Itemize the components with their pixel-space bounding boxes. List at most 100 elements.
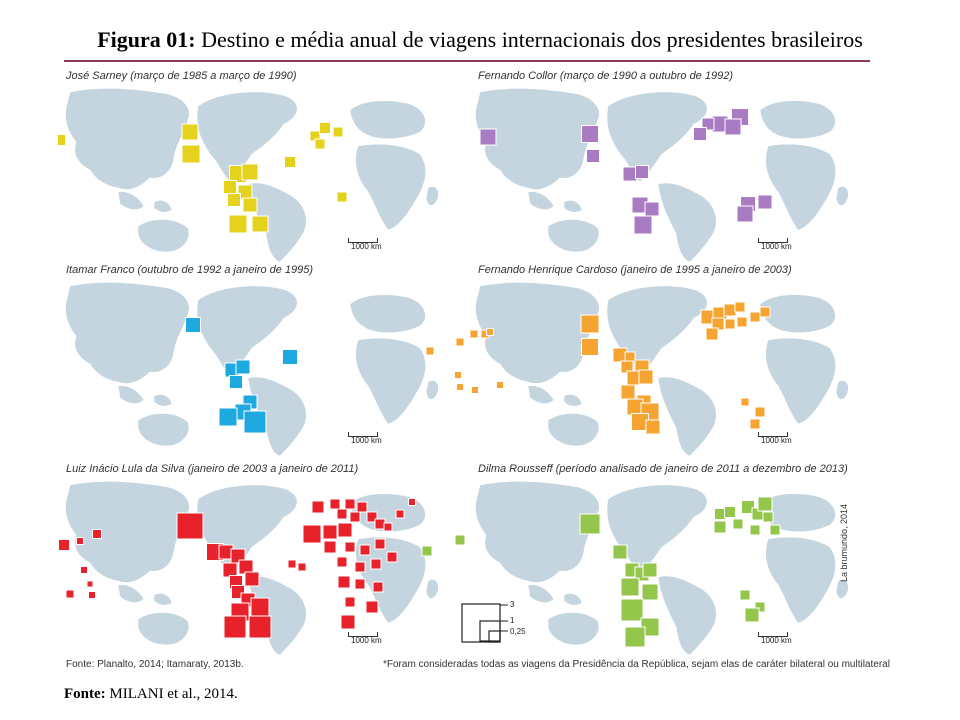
destination-marker bbox=[80, 566, 88, 574]
destination-marker bbox=[336, 508, 348, 520]
destination-marker bbox=[229, 375, 243, 389]
destination-marker bbox=[633, 215, 653, 235]
destination-marker bbox=[344, 541, 356, 553]
destination-marker bbox=[322, 524, 338, 540]
destination-marker bbox=[354, 561, 366, 573]
fonte-citation: Fonte: MILANI et al., 2014. bbox=[64, 686, 238, 703]
destination-marker bbox=[479, 128, 497, 146]
destination-marker bbox=[282, 349, 298, 365]
fonte-prefix: Fonte: bbox=[64, 686, 106, 702]
figure-title-text: Destino e média anual de viagens interna… bbox=[195, 27, 863, 52]
destination-marker bbox=[714, 508, 726, 520]
destination-marker bbox=[624, 626, 646, 648]
scale-label-fhc: 1000 km bbox=[761, 436, 792, 445]
destination-marker bbox=[496, 381, 504, 389]
destination-marker bbox=[454, 534, 466, 546]
destination-marker bbox=[769, 524, 781, 536]
map-panels: José Sarney (março de 1985 a março de 19… bbox=[58, 62, 890, 672]
destination-marker bbox=[241, 163, 259, 181]
destination-marker bbox=[284, 156, 296, 168]
destination-marker bbox=[223, 180, 237, 194]
destination-marker bbox=[176, 512, 204, 540]
destination-marker bbox=[58, 134, 66, 146]
destination-marker bbox=[757, 496, 773, 512]
scale-bar-collor bbox=[758, 238, 788, 243]
panel-note: *Foram consideradas todas as viagens da … bbox=[383, 659, 890, 670]
destination-marker bbox=[336, 191, 348, 203]
title-rule bbox=[64, 60, 870, 62]
destination-marker bbox=[421, 545, 433, 557]
destination-marker bbox=[337, 575, 351, 589]
scale-bar-itamar bbox=[348, 432, 378, 437]
destination-marker bbox=[349, 511, 361, 523]
legend-label-025: 0,25 bbox=[510, 627, 526, 636]
destination-marker bbox=[724, 318, 736, 330]
destination-marker bbox=[580, 314, 600, 334]
destination-marker bbox=[336, 556, 348, 568]
destination-marker bbox=[762, 511, 774, 523]
scale-label-lula: 1000 km bbox=[351, 636, 382, 645]
destination-marker bbox=[713, 520, 727, 534]
destination-marker bbox=[759, 306, 771, 318]
destination-marker bbox=[620, 598, 644, 622]
scale-bar-fhc bbox=[758, 432, 788, 437]
legend-square-3 bbox=[461, 603, 501, 643]
destination-marker bbox=[736, 205, 754, 223]
destination-marker bbox=[469, 329, 479, 339]
destination-marker bbox=[757, 194, 773, 210]
panel-title-fhc: Fernando Henrique Cardoso (janeiro de 19… bbox=[478, 264, 792, 276]
destination-marker bbox=[218, 407, 238, 427]
destination-marker bbox=[344, 596, 356, 608]
destination-marker bbox=[323, 540, 337, 554]
destination-marker bbox=[251, 215, 269, 233]
destination-marker bbox=[356, 501, 368, 513]
destination-marker bbox=[641, 583, 659, 601]
destination-marker bbox=[734, 301, 746, 313]
destination-marker bbox=[386, 551, 398, 563]
destination-marker bbox=[395, 509, 405, 519]
destination-marker bbox=[723, 303, 737, 317]
destination-marker bbox=[693, 127, 707, 141]
destination-marker bbox=[329, 498, 341, 510]
destination-marker bbox=[250, 597, 270, 617]
scale-bar-lula bbox=[348, 632, 378, 637]
destination-marker bbox=[744, 607, 760, 623]
destination-marker bbox=[724, 506, 736, 518]
destination-marker bbox=[612, 544, 628, 560]
panel-title-lula: Luiz Inácio Lula da Silva (janeiro de 20… bbox=[66, 463, 359, 475]
panel-title-dilma: Dilma Rousseff (período analisado de jan… bbox=[478, 463, 848, 475]
size-legend: 3 1 0,25 bbox=[460, 598, 540, 648]
destination-marker bbox=[455, 337, 465, 347]
destination-marker bbox=[185, 317, 201, 333]
destination-marker bbox=[749, 524, 761, 536]
destination-marker bbox=[297, 562, 307, 572]
scale-label-dilma: 1000 km bbox=[761, 636, 792, 645]
destination-marker bbox=[620, 577, 640, 597]
map-credit: La brumundo, 2014 bbox=[839, 503, 849, 582]
destination-marker bbox=[314, 138, 326, 150]
destination-marker bbox=[620, 384, 636, 400]
destination-marker bbox=[383, 522, 393, 532]
destination-marker bbox=[58, 539, 70, 551]
destination-marker bbox=[181, 123, 199, 141]
destination-marker bbox=[223, 615, 247, 639]
destination-marker bbox=[454, 371, 462, 379]
scale-label-sarney: 1000 km bbox=[351, 242, 382, 251]
destination-marker bbox=[642, 562, 658, 578]
destination-marker bbox=[242, 197, 258, 213]
scale-label-collor: 1000 km bbox=[761, 242, 792, 251]
destination-marker bbox=[749, 418, 761, 430]
destination-marker bbox=[622, 166, 638, 182]
destination-marker bbox=[228, 214, 248, 234]
destination-marker bbox=[235, 359, 251, 375]
destination-marker bbox=[287, 559, 297, 569]
destination-marker bbox=[471, 386, 479, 394]
destination-marker bbox=[248, 615, 272, 639]
fonte-text: MILANI et al., 2014. bbox=[105, 686, 238, 702]
destination-marker bbox=[354, 578, 366, 590]
destination-marker bbox=[181, 144, 201, 164]
panel-title-itamar: Itamar Franco (outubro de 1992 a janeiro… bbox=[66, 264, 314, 276]
destination-marker bbox=[732, 518, 744, 530]
panel-title-collor: Fernando Collor (março de 1990 a outubro… bbox=[478, 70, 733, 82]
destination-marker bbox=[374, 538, 386, 550]
